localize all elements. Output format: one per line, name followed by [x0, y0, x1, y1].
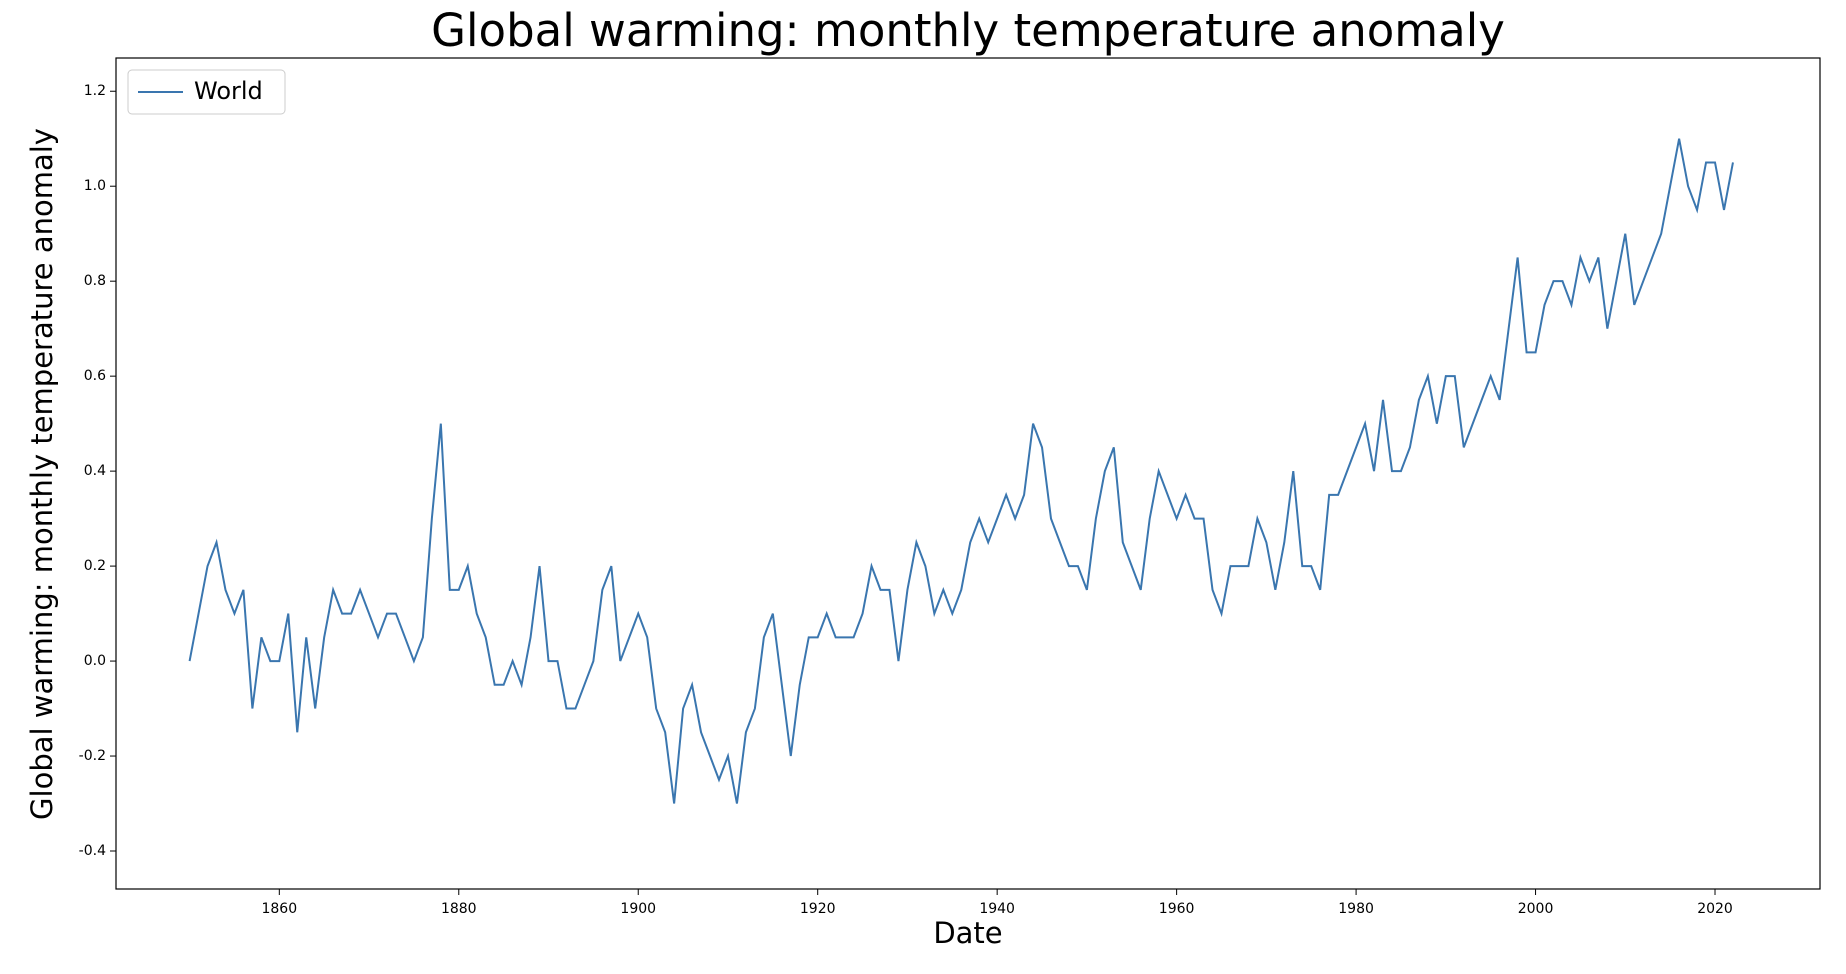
x-tick-label: 1860: [261, 901, 297, 917]
y-axis-label: Global warming: monthly temperature anom…: [25, 128, 59, 820]
y-tick-label: 0.4: [84, 463, 106, 479]
y-tick-label: 0.6: [84, 368, 106, 384]
plot-frame: [115, 57, 1821, 890]
legend-box: [127, 69, 286, 115]
x-tick-label: 2000: [1518, 901, 1554, 917]
y-tick-label: 0.2: [84, 558, 106, 574]
x-tick-label: 2020: [1697, 901, 1733, 917]
y-tick-label: -0.4: [79, 843, 106, 859]
data-line: [188, 138, 1734, 804]
x-tick-label: 1960: [1159, 901, 1195, 917]
y-tick-label: 1.0: [84, 178, 106, 194]
y-tick-label: 0.8: [84, 273, 106, 289]
y-tick-label: -0.2: [79, 748, 106, 764]
y-tick-label: 1.2: [84, 83, 106, 99]
x-axis-label: Date: [933, 916, 1002, 950]
y-tick-label: 0.0: [84, 653, 106, 669]
x-tick-label: 1940: [979, 901, 1015, 917]
x-tick-label: 1900: [620, 901, 656, 917]
legend-label: World: [194, 77, 263, 105]
x-tick-label: 1920: [800, 901, 836, 917]
x-tick-label: 1980: [1338, 901, 1374, 917]
x-tick-label: 1880: [441, 901, 477, 917]
chart-title: Global warming: monthly temperature anom…: [431, 4, 1505, 57]
